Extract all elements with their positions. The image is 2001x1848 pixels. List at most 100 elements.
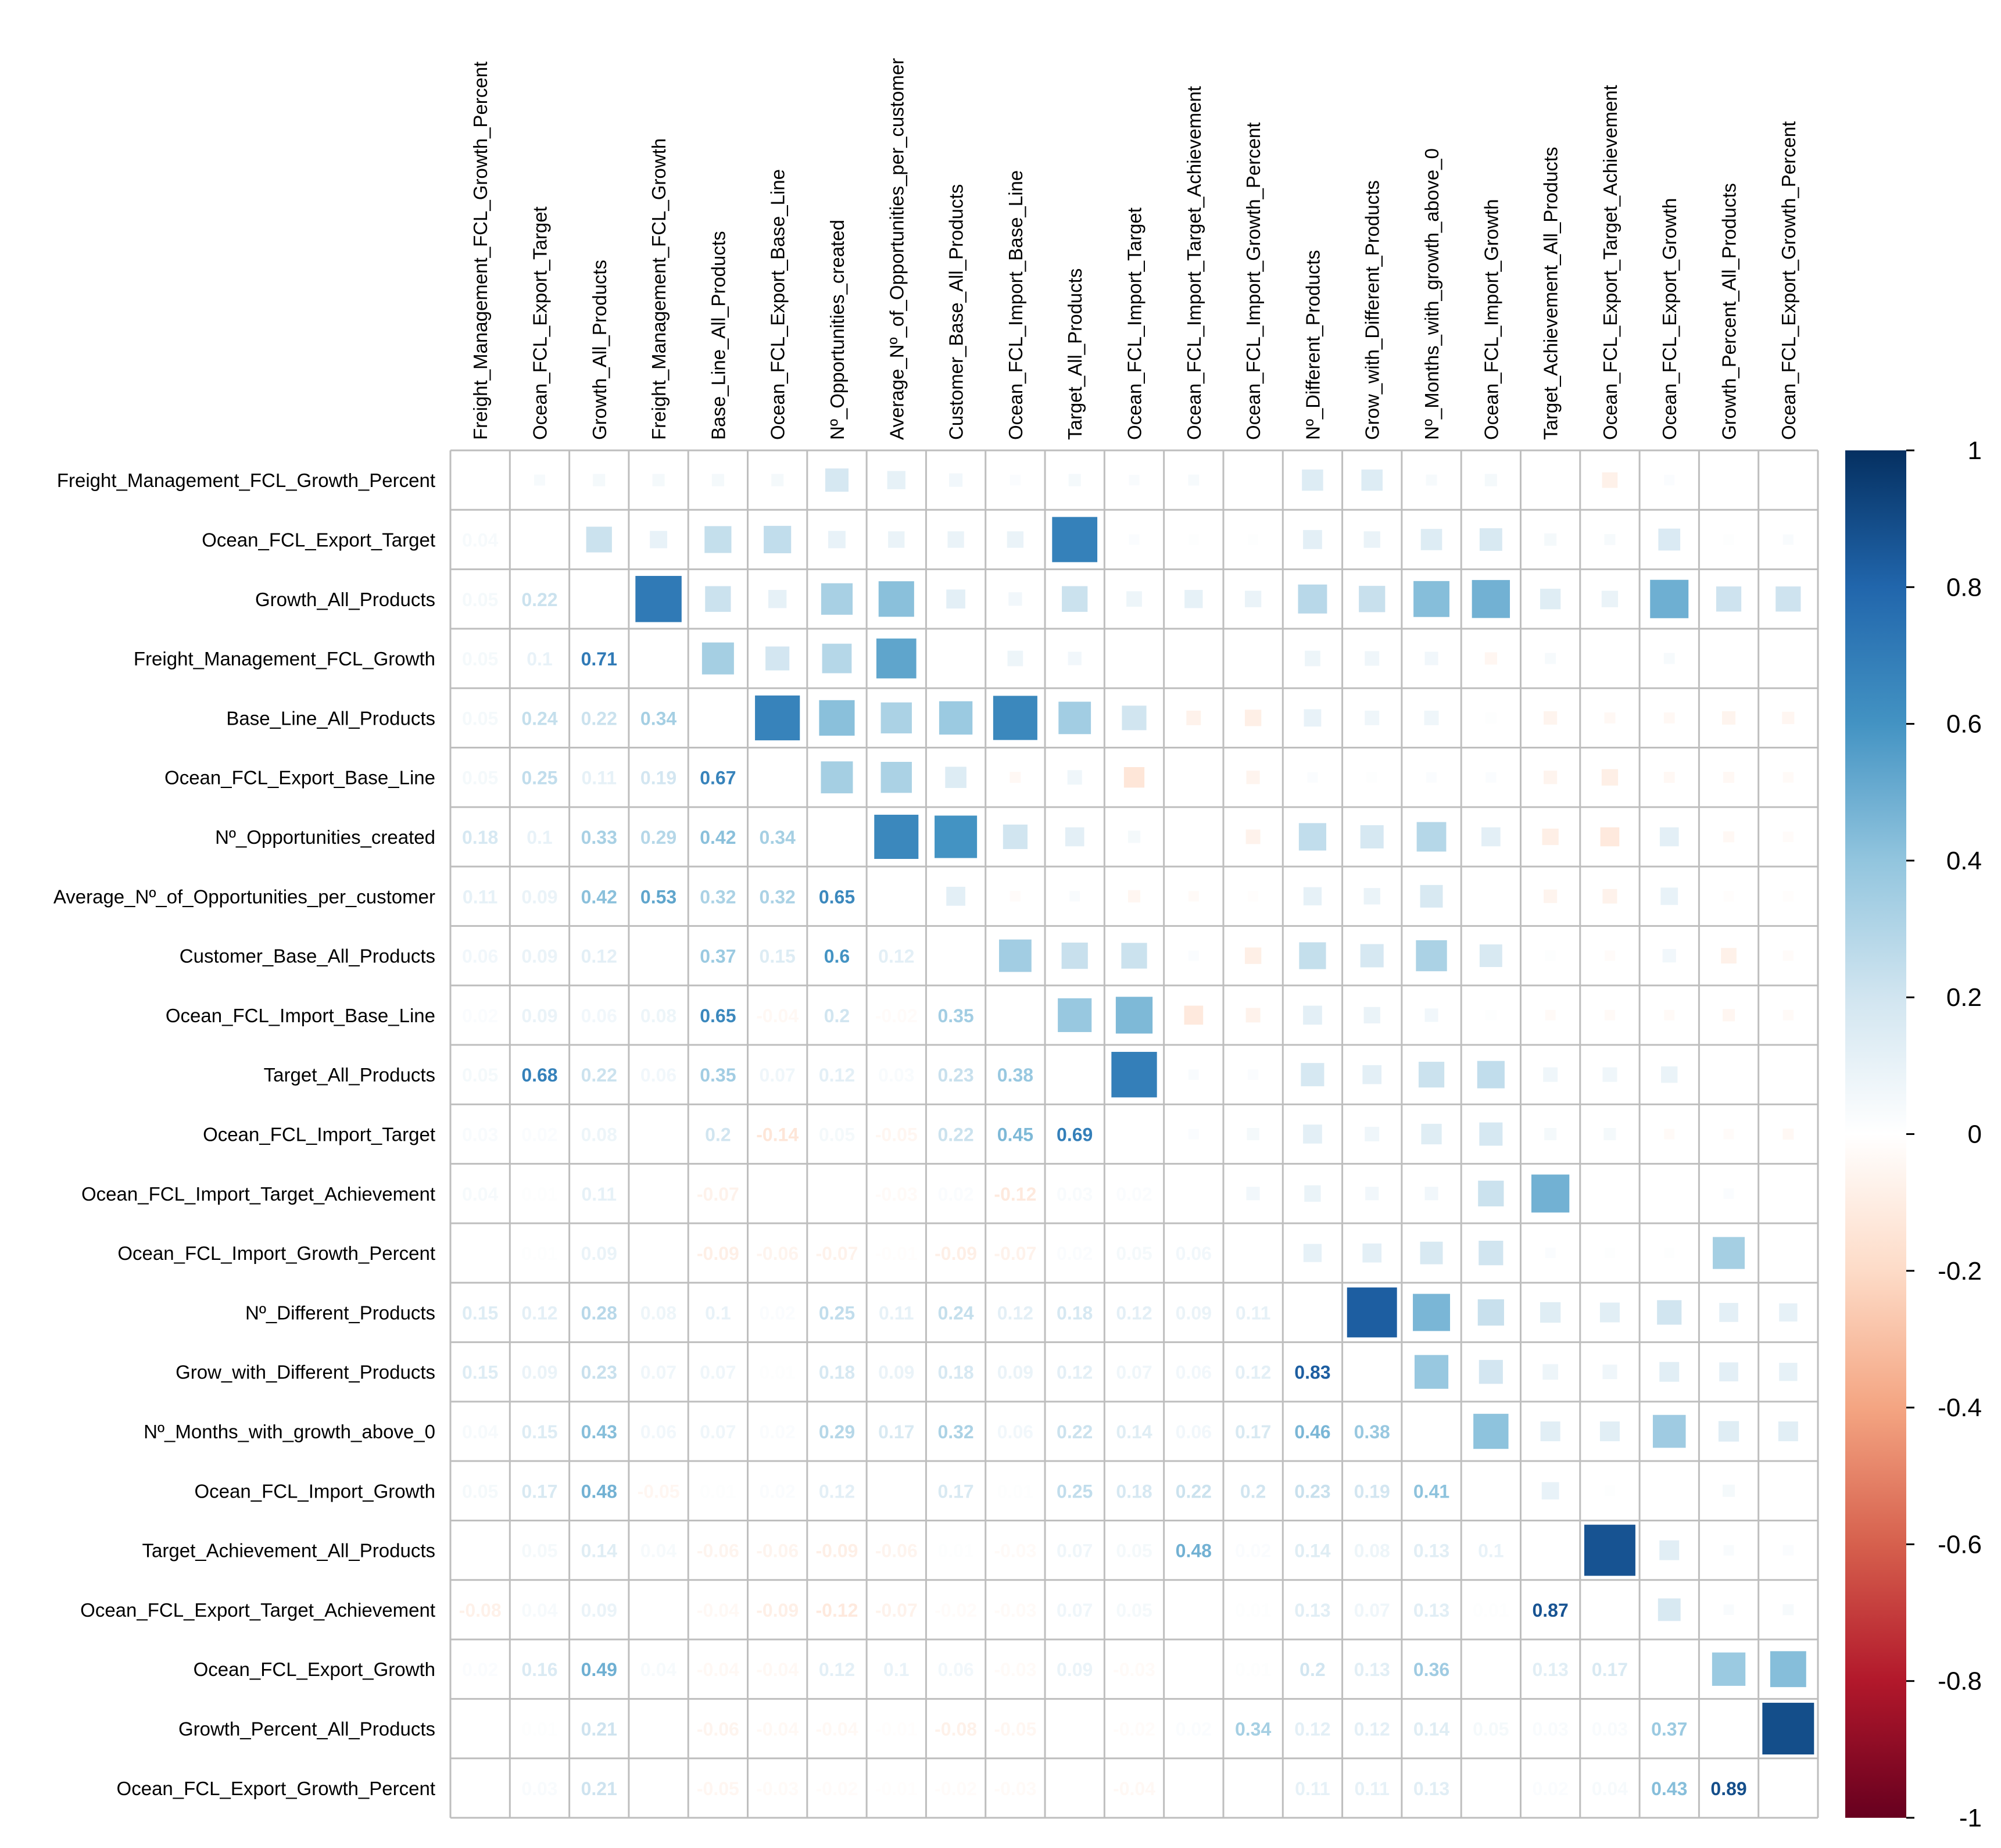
correlation-value: 0.13 bbox=[1294, 1600, 1330, 1621]
correlation-square bbox=[825, 468, 849, 492]
correlation-value: -0.09 bbox=[697, 1243, 739, 1264]
correlation-square bbox=[888, 531, 905, 548]
correlation-square bbox=[1782, 711, 1795, 724]
correlation-value: 0.06 bbox=[1176, 1421, 1212, 1442]
row-label: Ocean_FCL_Export_Target_Achievement bbox=[80, 1599, 435, 1621]
correlation-square bbox=[945, 767, 967, 788]
correlation-value: 0.01 bbox=[1235, 1659, 1271, 1680]
correlation-square bbox=[1604, 534, 1616, 545]
correlation-value: 0.07 bbox=[1354, 1600, 1390, 1621]
correlation-square bbox=[1664, 475, 1675, 486]
correlation-value: 0.65 bbox=[819, 886, 855, 907]
correlation-square bbox=[1065, 827, 1084, 847]
column-label: Ocean_FCL_Import_Growth bbox=[1480, 199, 1502, 440]
correlation-value: 0.67 bbox=[700, 768, 736, 789]
correlation-value: 0.18 bbox=[1057, 1302, 1093, 1323]
correlation-value: -0.07 bbox=[697, 1184, 739, 1205]
correlation-value: 0.11 bbox=[1354, 1778, 1390, 1799]
correlation-square bbox=[1659, 1362, 1680, 1382]
correlation-value: 0.07 bbox=[1057, 1541, 1093, 1562]
correlation-value: 0.22 bbox=[581, 708, 617, 729]
correlation-value: 0.25 bbox=[521, 768, 557, 789]
correlation-square bbox=[1716, 586, 1742, 612]
correlation-square bbox=[1111, 1052, 1157, 1098]
correlation-square bbox=[1479, 1241, 1504, 1266]
correlation-value: 0.19 bbox=[640, 768, 676, 789]
correlation-square bbox=[1424, 1187, 1438, 1201]
correlation-value: 0.03 bbox=[878, 1065, 914, 1086]
correlation-square bbox=[1658, 1598, 1681, 1621]
correlation-value: 0.09 bbox=[581, 1600, 617, 1621]
correlation-square bbox=[1303, 887, 1322, 905]
correlation-square bbox=[1361, 469, 1383, 491]
correlation-square bbox=[1662, 949, 1676, 963]
correlation-square bbox=[1416, 822, 1447, 852]
correlation-value: 0.18 bbox=[1116, 1481, 1152, 1502]
correlation-value: 0.05 bbox=[462, 1481, 498, 1502]
correlation-value: 0.12 bbox=[1116, 1302, 1152, 1323]
correlation-value: 0.43 bbox=[1651, 1778, 1687, 1799]
correlation-square bbox=[887, 471, 905, 489]
correlation-square bbox=[1303, 1244, 1322, 1262]
correlation-square bbox=[1602, 472, 1618, 488]
correlation-value: -0.05 bbox=[697, 1778, 739, 1799]
correlation-square bbox=[1723, 891, 1734, 902]
correlation-square bbox=[1782, 831, 1794, 842]
correlation-value: 0.09 bbox=[581, 1243, 617, 1264]
correlation-value: 0.11 bbox=[1295, 1778, 1330, 1799]
matrix-grid bbox=[449, 449, 1819, 1819]
correlation-square bbox=[1479, 528, 1502, 551]
correlation-square bbox=[1058, 701, 1091, 735]
correlation-value: 0.17 bbox=[1235, 1421, 1271, 1442]
correlation-square bbox=[949, 473, 963, 487]
colorbar-tick-label: 0 bbox=[1968, 1120, 1982, 1149]
correlation-square bbox=[1776, 586, 1801, 612]
correlation-value: -0.04 bbox=[697, 1600, 739, 1621]
correlation-value: 0.49 bbox=[581, 1659, 617, 1680]
correlation-square bbox=[1424, 1008, 1438, 1022]
correlation-square bbox=[1782, 891, 1794, 902]
correlation-square bbox=[1602, 1364, 1617, 1380]
correlation-value: 0.89 bbox=[1710, 1778, 1746, 1799]
correlation-square bbox=[1188, 474, 1200, 486]
correlation-square bbox=[1248, 1069, 1259, 1080]
correlation-square bbox=[1420, 529, 1442, 550]
column-label: Growth_Percent_All_Products bbox=[1719, 183, 1740, 440]
correlation-value: 0.34 bbox=[1235, 1719, 1271, 1740]
correlation-value: 0.09 bbox=[521, 1005, 557, 1026]
correlation-square bbox=[935, 815, 978, 858]
column-label: Ocean_FCL_Import_Target_Achievement bbox=[1183, 86, 1205, 440]
correlation-value: 0.03 bbox=[1057, 1184, 1093, 1205]
correlation-square bbox=[1542, 828, 1559, 846]
correlation-value: 0.05 bbox=[462, 1065, 498, 1086]
correlation-square bbox=[1659, 827, 1679, 847]
correlation-value: 0.08 bbox=[1354, 1541, 1390, 1562]
correlation-value: 0.68 bbox=[521, 1065, 557, 1086]
correlation-square bbox=[1246, 1187, 1260, 1201]
correlation-value: 0.11 bbox=[582, 1184, 617, 1205]
column-labels: Freight_Management_FCL_Growth_Percent Oce… bbox=[470, 58, 1799, 440]
row-label: Nº_Different_Products bbox=[245, 1302, 435, 1323]
correlation-value: 0.35 bbox=[700, 1065, 736, 1086]
correlation-value: -0.06 bbox=[756, 1541, 799, 1562]
correlation-value: 0.04 bbox=[640, 1659, 676, 1680]
correlation-value: 0.12 bbox=[997, 1302, 1033, 1323]
correlation-value: 0.05 bbox=[1473, 1719, 1509, 1740]
correlation-value: 0.25 bbox=[1057, 1481, 1093, 1502]
correlation-value: 0.12 bbox=[1235, 1362, 1271, 1383]
correlation-square bbox=[1721, 711, 1736, 725]
row-label: Average_Nº_of_Opportunities_per_customer bbox=[53, 886, 435, 907]
correlation-square bbox=[534, 474, 545, 486]
row-label: Ocean_FCL_Import_Growth_Percent bbox=[117, 1242, 435, 1264]
colorbar-tick-label: 0.2 bbox=[1946, 983, 1982, 1012]
correlation-value: 0.18 bbox=[937, 1362, 973, 1383]
column-label: Freight_Management_FCL_Growth bbox=[648, 138, 670, 440]
correlation-value: 0.02 bbox=[1057, 1243, 1093, 1264]
correlation-value: 0.02 bbox=[521, 1124, 557, 1145]
correlation-value: 0.15 bbox=[760, 946, 796, 967]
correlation-value: 0.04 bbox=[462, 529, 498, 550]
correlation-square bbox=[1603, 1127, 1616, 1141]
correlation-square bbox=[878, 581, 914, 617]
correlation-square bbox=[1723, 1604, 1734, 1615]
matrix-cells: 0.04 0.05 0.22 0.05 0.1 0.71 0.05 0.24 0.22 0.34 0… bbox=[459, 468, 1814, 1799]
